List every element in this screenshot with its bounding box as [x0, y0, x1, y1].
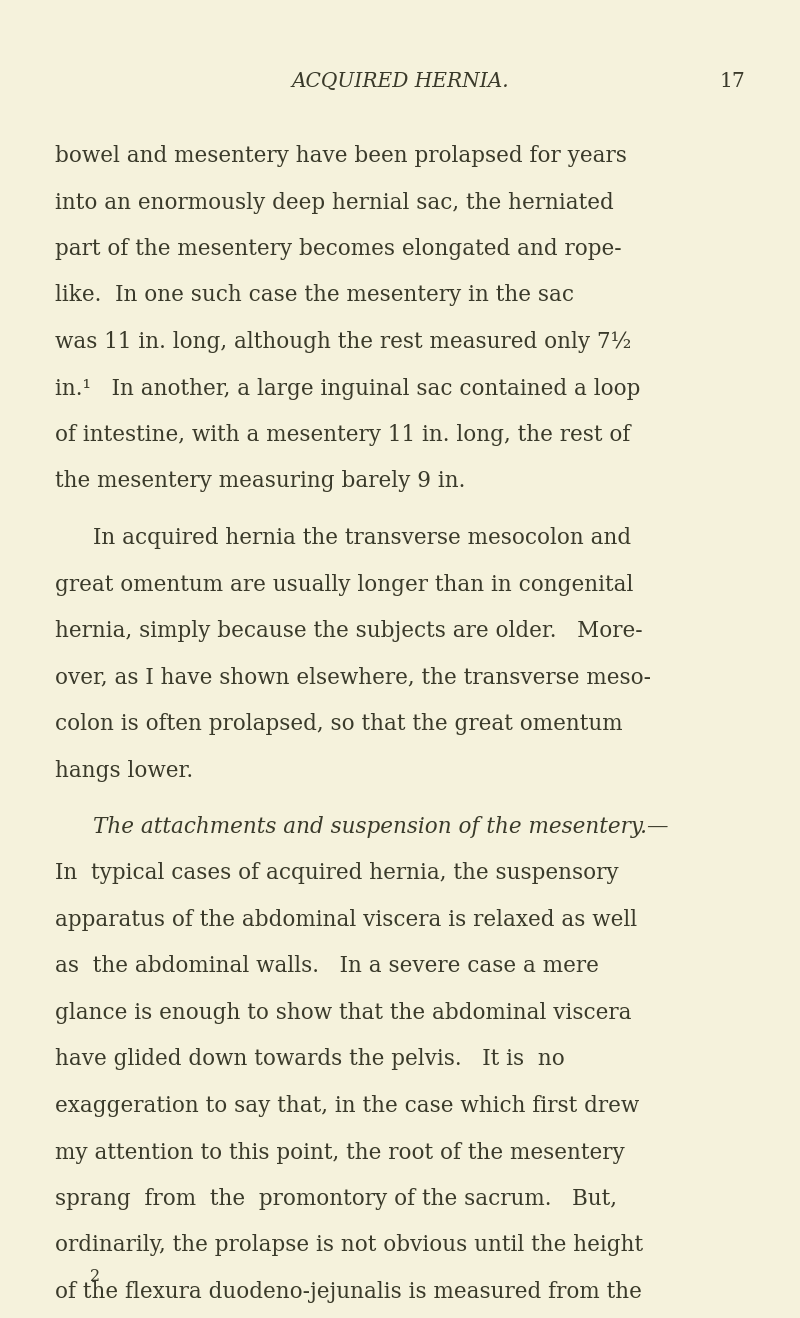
Text: ACQUIRED HERNIA.: ACQUIRED HERNIA.	[291, 72, 509, 91]
Text: was 11 in. long, although the rest measured only 7½: was 11 in. long, although the rest measu…	[55, 331, 631, 353]
Text: into an enormously deep hernial sac, the herniated: into an enormously deep hernial sac, the…	[55, 191, 614, 214]
Text: 2: 2	[90, 1268, 100, 1285]
Text: 17: 17	[719, 72, 745, 91]
Text: over, as I have shown elsewhere, the transverse meso-: over, as I have shown elsewhere, the tra…	[55, 667, 651, 688]
Text: colon is often prolapsed, so that the great omentum: colon is often prolapsed, so that the gr…	[55, 713, 622, 735]
Text: bowel and mesentery have been prolapsed for years: bowel and mesentery have been prolapsed …	[55, 145, 627, 167]
Text: ordinarily, the prolapse is not obvious until the height: ordinarily, the prolapse is not obvious …	[55, 1235, 643, 1256]
Text: as  the abdominal walls.   In a severe case a mere: as the abdominal walls. In a severe case…	[55, 956, 599, 978]
Text: have glided down towards the pelvis.   It is  no: have glided down towards the pelvis. It …	[55, 1049, 565, 1070]
Text: In  typical cases of acquired hernia, the suspensory: In typical cases of acquired hernia, the…	[55, 862, 618, 884]
Text: great omentum are usually longer than in congenital: great omentum are usually longer than in…	[55, 573, 634, 596]
Text: the mesentery measuring barely 9 in.: the mesentery measuring barely 9 in.	[55, 471, 466, 493]
Text: of intestine, with a mesentery 11 in. long, the rest of: of intestine, with a mesentery 11 in. lo…	[55, 424, 630, 445]
Text: The attachments and suspension of the mesentery.—: The attachments and suspension of the me…	[93, 816, 669, 838]
Text: sprang  from  the  promontory of the sacrum.   But,: sprang from the promontory of the sacrum…	[55, 1188, 617, 1210]
Text: glance is enough to show that the abdominal viscera: glance is enough to show that the abdomi…	[55, 1002, 631, 1024]
Text: In acquired hernia the transverse mesocolon and: In acquired hernia the transverse mesoco…	[93, 527, 631, 550]
Text: my attention to this point, the root of the mesentery: my attention to this point, the root of …	[55, 1141, 625, 1164]
Text: hangs lower.: hangs lower.	[55, 759, 193, 782]
Text: hernia, simply because the subjects are older.   More-: hernia, simply because the subjects are …	[55, 619, 642, 642]
Text: part of the mesentery becomes elongated and rope-: part of the mesentery becomes elongated …	[55, 239, 622, 260]
Text: apparatus of the abdominal viscera is relaxed as well: apparatus of the abdominal viscera is re…	[55, 909, 637, 931]
Text: in.¹   In another, a large inguinal sac contained a loop: in.¹ In another, a large inguinal sac co…	[55, 377, 640, 399]
Text: exaggeration to say that, in the case which first drew: exaggeration to say that, in the case wh…	[55, 1095, 639, 1116]
Text: like.  In one such case the mesentery in the sac: like. In one such case the mesentery in …	[55, 285, 574, 307]
Text: of the flexura duodeno-jejunalis is measured from the: of the flexura duodeno-jejunalis is meas…	[55, 1281, 642, 1304]
